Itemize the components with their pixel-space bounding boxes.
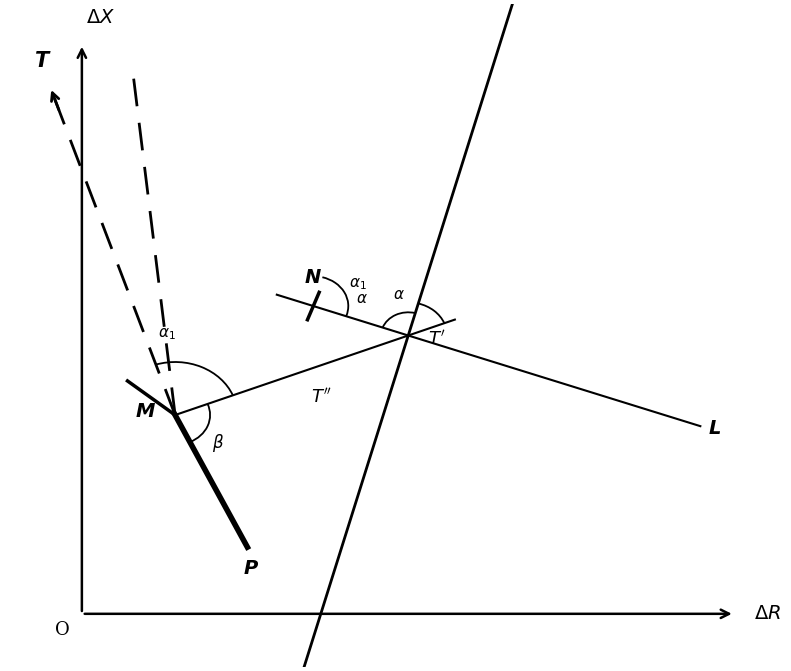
Text: $\beta$: $\beta$ [212,431,224,454]
Text: $\boldsymbol{N}$: $\boldsymbol{N}$ [305,270,322,287]
Text: $\boldsymbol{T''}$: $\boldsymbol{T''}$ [311,388,332,407]
Text: O: O [55,621,70,639]
Text: $\boldsymbol{T}$: $\boldsymbol{T}$ [34,51,51,70]
Text: $\Delta R$: $\Delta R$ [754,605,781,623]
Text: $\alpha$: $\alpha$ [356,293,368,307]
Text: $\Delta X$: $\Delta X$ [85,9,115,28]
Text: $\alpha$: $\alpha$ [392,289,404,303]
Text: $\boldsymbol{M}$: $\boldsymbol{M}$ [134,403,156,421]
Text: $\alpha_1$: $\alpha_1$ [349,276,366,293]
Text: $\alpha_1$: $\alpha_1$ [158,326,176,342]
Text: $\boldsymbol{P}$: $\boldsymbol{P}$ [244,560,259,578]
Text: $\boldsymbol{L}$: $\boldsymbol{L}$ [708,421,721,438]
Text: $\boldsymbol{T'}$: $\boldsymbol{T'}$ [428,329,445,348]
